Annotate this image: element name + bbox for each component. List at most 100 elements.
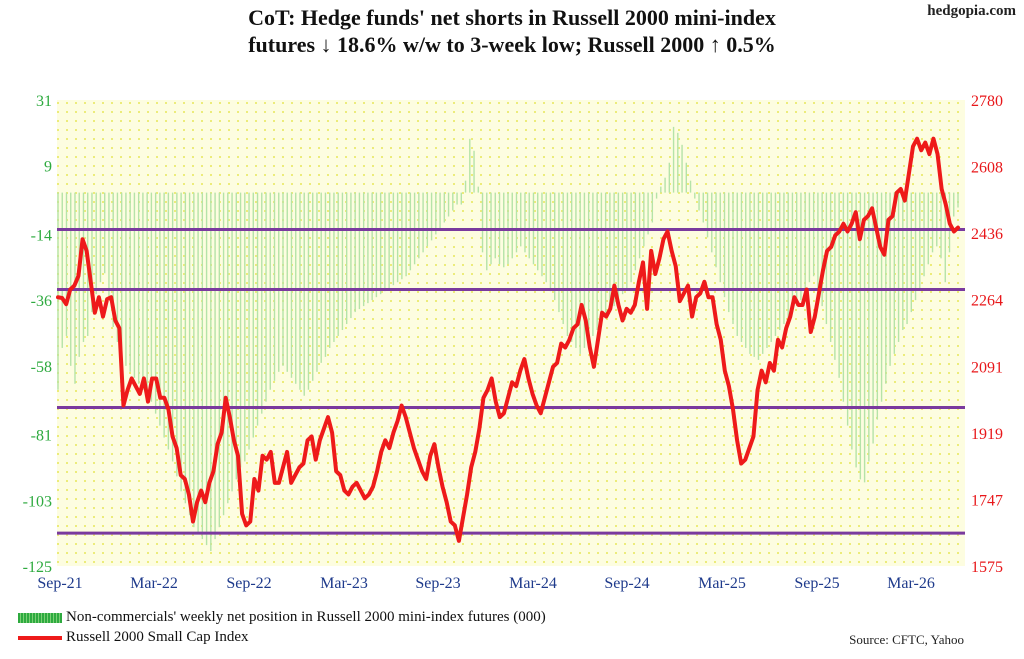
net-position-bar bbox=[163, 192, 165, 438]
net-position-bar bbox=[193, 192, 195, 528]
net-position-bar bbox=[418, 192, 420, 259]
net-position-bar bbox=[210, 192, 212, 552]
net-position-bar bbox=[719, 192, 721, 283]
x-axis-tick-label: Mar-26 bbox=[887, 575, 935, 592]
net-position-bar bbox=[469, 138, 471, 193]
net-position-bar bbox=[541, 192, 543, 277]
net-position-bar bbox=[180, 192, 182, 492]
net-position-bar bbox=[167, 192, 170, 450]
net-position-bar bbox=[473, 150, 475, 193]
net-position-bar bbox=[452, 192, 454, 211]
net-position-bar bbox=[227, 192, 229, 504]
net-position-bar bbox=[872, 192, 874, 444]
net-position-bar bbox=[511, 192, 513, 259]
net-position-bar bbox=[456, 192, 458, 205]
right-axis-tick-label: 2436 bbox=[971, 226, 1003, 243]
net-position-bar bbox=[57, 192, 59, 390]
net-position-bar bbox=[231, 192, 233, 492]
net-position-bar bbox=[95, 192, 97, 295]
net-position-bar bbox=[70, 192, 72, 366]
net-position-bar bbox=[477, 186, 479, 193]
net-position-bar bbox=[133, 192, 136, 378]
net-position-bar bbox=[957, 192, 959, 208]
net-position-bar bbox=[562, 192, 564, 325]
net-position-bar bbox=[354, 192, 356, 313]
net-position-bar bbox=[337, 192, 339, 336]
net-position-bar bbox=[324, 192, 327, 357]
net-position-bar bbox=[307, 192, 310, 390]
net-position-bar bbox=[821, 192, 823, 307]
x-axis-tick-label: Mar-23 bbox=[320, 575, 368, 592]
net-position-bar bbox=[528, 192, 530, 259]
horizontal-lines-layer bbox=[57, 228, 965, 535]
x-axis-tick-label: Sep-23 bbox=[415, 575, 460, 592]
right-axis-tick-label: 2608 bbox=[971, 160, 1003, 177]
site-label: hedgopia.com bbox=[927, 3, 1016, 19]
net-position-bar bbox=[392, 192, 395, 286]
x-axis-tick-label: Mar-24 bbox=[509, 575, 557, 592]
right-axis-tick-label: 1575 bbox=[971, 559, 1003, 576]
right-axis-tick-label: 2091 bbox=[971, 359, 1003, 376]
net-position-bar bbox=[940, 192, 942, 259]
net-position-bar bbox=[384, 192, 386, 292]
net-position-bar bbox=[244, 192, 246, 462]
net-position-bar bbox=[621, 192, 624, 295]
net-position-bar bbox=[430, 192, 433, 241]
legend-bars: Non-commercials' weekly net position in … bbox=[18, 609, 546, 626]
x-axis-tick-label: Sep-21 bbox=[37, 575, 82, 592]
bars-layer bbox=[57, 126, 959, 552]
net-position-bar bbox=[375, 192, 378, 298]
net-position-bar bbox=[889, 192, 891, 366]
net-position-bar bbox=[129, 192, 131, 372]
net-position-bar bbox=[868, 192, 870, 462]
net-position-bar bbox=[333, 192, 335, 342]
net-position-bar bbox=[817, 192, 819, 289]
net-position-bar bbox=[723, 192, 726, 298]
left-axis-ticks: 31 9 -14 -36 -58 -81 -103 -125 bbox=[23, 93, 52, 576]
net-position-bar bbox=[345, 192, 348, 325]
net-position-bar bbox=[524, 192, 526, 253]
net-position-bar bbox=[171, 192, 174, 462]
net-position-bar bbox=[558, 192, 560, 313]
net-position-bar bbox=[159, 192, 161, 426]
net-position-bar bbox=[592, 192, 594, 336]
left-axis-tick-label: 9 bbox=[44, 159, 52, 176]
net-position-bar bbox=[910, 192, 912, 313]
left-axis-tick-label: -125 bbox=[23, 559, 52, 576]
net-position-bar bbox=[579, 192, 581, 354]
net-position-bar bbox=[104, 192, 106, 274]
right-axis-tick-label: 2780 bbox=[971, 93, 1003, 110]
net-position-bar bbox=[320, 192, 322, 363]
net-position-bar bbox=[736, 192, 738, 336]
right-axis-tick-label: 1747 bbox=[971, 492, 1003, 509]
x-axis-tick-label: Sep-25 bbox=[794, 575, 839, 592]
net-position-bar bbox=[749, 192, 751, 354]
net-position-bar bbox=[142, 192, 144, 390]
net-position-bar bbox=[435, 192, 437, 235]
net-position-bar bbox=[936, 192, 938, 247]
net-position-bar bbox=[863, 192, 866, 483]
net-position-bar bbox=[919, 192, 921, 289]
net-position-bar bbox=[851, 192, 853, 450]
net-position-bar bbox=[426, 192, 429, 247]
net-position-bar bbox=[396, 192, 399, 283]
net-position-bar bbox=[596, 192, 598, 331]
net-position-bar bbox=[651, 192, 654, 223]
net-position-bar bbox=[855, 192, 857, 468]
net-position-bar bbox=[112, 192, 114, 328]
net-position-bar bbox=[439, 192, 441, 229]
net-position-bar bbox=[575, 192, 577, 348]
net-position-bar bbox=[753, 192, 755, 357]
net-position-bar bbox=[405, 192, 407, 277]
net-position-bar bbox=[923, 192, 925, 277]
net-position-bar bbox=[537, 192, 539, 271]
net-position-bar bbox=[931, 192, 934, 253]
net-position-bar bbox=[239, 192, 242, 468]
net-position-bar bbox=[65, 192, 68, 336]
net-position-bar bbox=[587, 192, 590, 342]
net-position-bar bbox=[125, 192, 127, 366]
net-position-bar bbox=[617, 192, 620, 301]
net-position-bar bbox=[728, 192, 730, 313]
net-position-bar bbox=[481, 192, 484, 253]
